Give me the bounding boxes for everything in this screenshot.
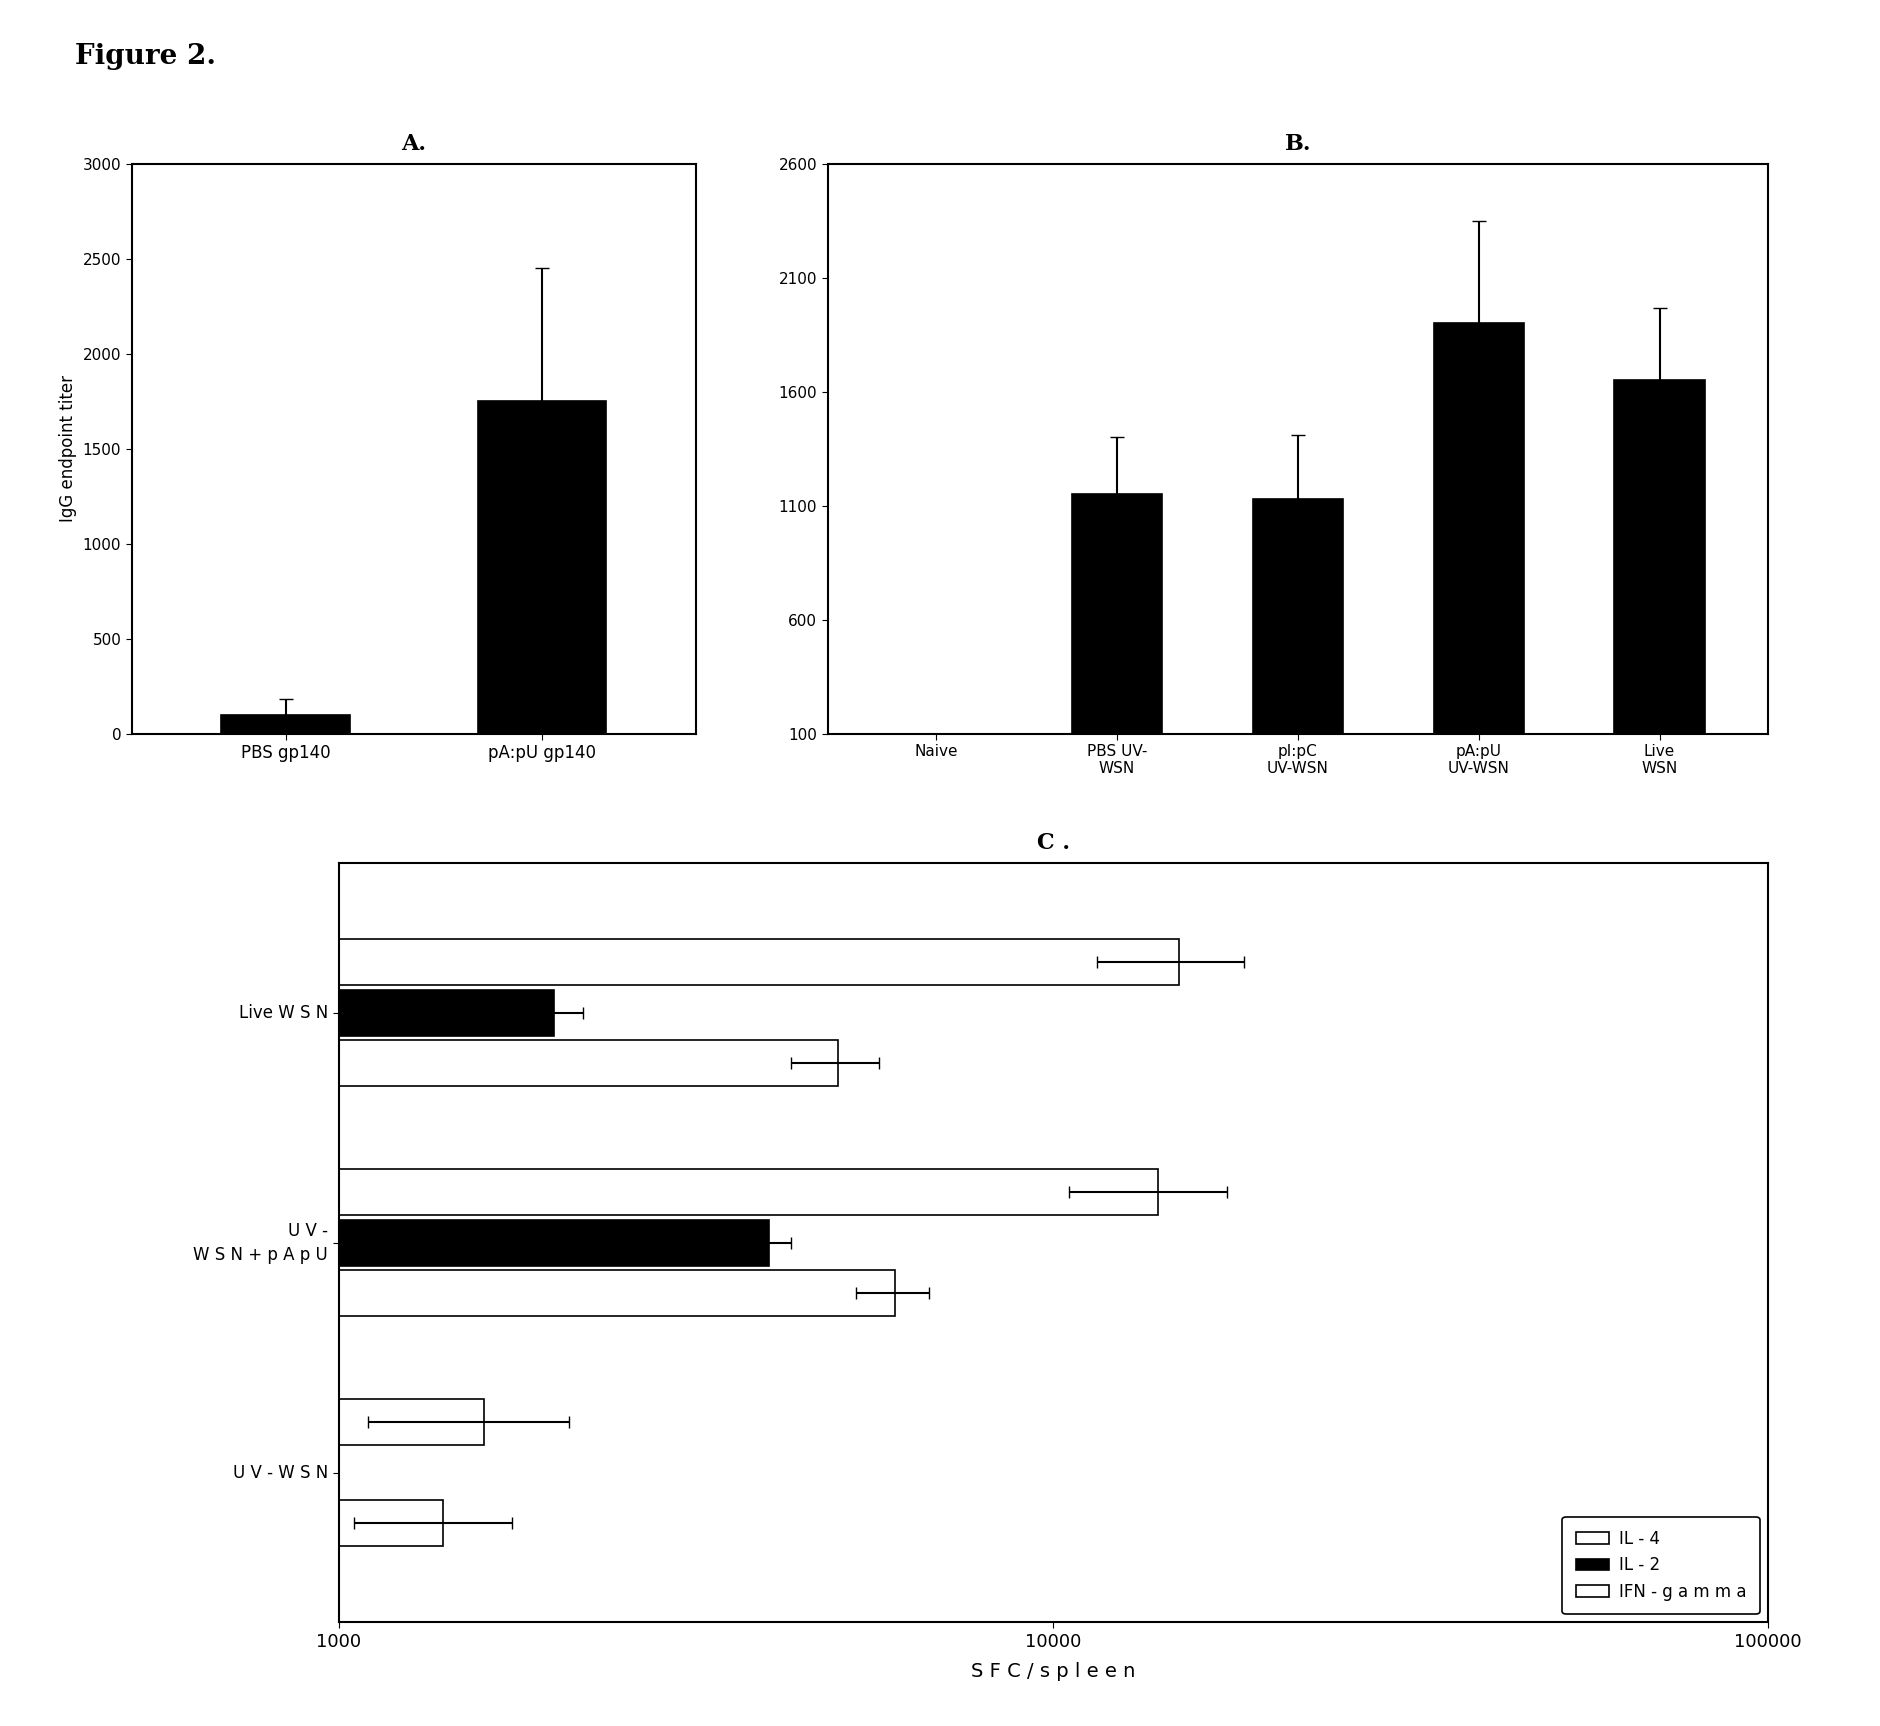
Title: C .: C . [1036,832,1070,854]
Bar [0,1500,444,1546]
Title: B.: B. [1284,133,1310,155]
Title: A.: A. [400,133,427,155]
Bar [1613,380,1703,734]
Bar [0,1041,838,1086]
Bar [0,1169,1158,1215]
X-axis label: S F C / s p l e e n: S F C / s p l e e n [970,1662,1136,1681]
Bar [0,939,1179,986]
Bar [1433,323,1523,734]
Bar [478,402,605,734]
Bar [0,1270,895,1317]
Legend: IL - 4, IL - 2, IFN - g a m m a: IL - 4, IL - 2, IFN - g a m m a [1562,1517,1760,1614]
Text: Figure 2.: Figure 2. [75,43,216,71]
Bar [1072,494,1162,734]
Bar [222,715,350,734]
Y-axis label: IgG endpoint titer: IgG endpoint titer [58,375,77,523]
Bar [0,1220,769,1265]
Bar [0,1400,485,1445]
Bar [0,989,553,1036]
Bar [1252,499,1342,734]
